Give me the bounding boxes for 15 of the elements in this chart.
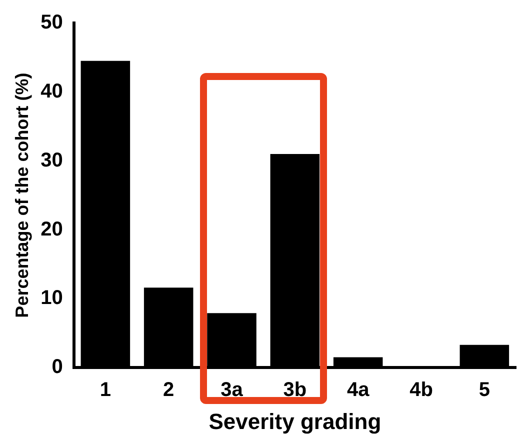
x-axis-title: Severity grading [208, 408, 382, 434]
x-tick-label: 5 [478, 379, 490, 402]
y-tick-label: 30 [40, 149, 63, 172]
x-tick-label: 4a [346, 379, 370, 402]
y-axis-title: Percentage of the cohort (%) [12, 72, 32, 318]
y-tick-label: 10 [40, 287, 63, 310]
y-tick-label: 0 [52, 356, 63, 378]
y-tick-label: 50 [40, 12, 63, 34]
y-tick-label: 40 [40, 80, 63, 102]
y-tick-label: 20 [40, 218, 63, 240]
x-tick-label: 3a [220, 379, 244, 402]
x-tick-label: 1 [100, 379, 111, 402]
x-tick-label: 3b [283, 379, 307, 402]
x-tick-label: 4b [410, 379, 433, 402]
x-tick-label: 2 [163, 379, 174, 402]
